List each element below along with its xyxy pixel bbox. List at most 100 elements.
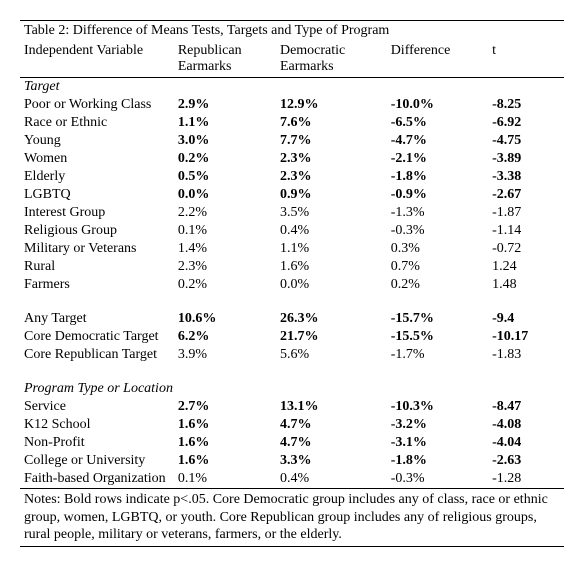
cell-rep: 1.4%	[174, 240, 276, 258]
row-label: Race or Ethnic	[20, 114, 174, 132]
table-row: Service 2.7% 13.1% -10.3% -8.47	[20, 398, 564, 416]
cell-dem: 0.9%	[276, 186, 387, 204]
cell-dem: 0.0%	[276, 276, 387, 294]
cell-dem: 3.3%	[276, 452, 387, 470]
cell-rep: 2.2%	[174, 204, 276, 222]
cell-t: -1.87	[488, 204, 564, 222]
cell-t: -8.47	[488, 398, 564, 416]
cell-diff: -2.1%	[387, 150, 488, 168]
row-label: College or University	[20, 452, 174, 470]
cell-diff: -3.1%	[387, 434, 488, 452]
row-label: Women	[20, 150, 174, 168]
section-target: Target	[20, 78, 564, 97]
cell-t: -1.14	[488, 222, 564, 240]
table-row: Interest Group 2.2% 3.5% -1.3% -1.87	[20, 204, 564, 222]
cell-diff: 0.3%	[387, 240, 488, 258]
row-label: Any Target	[20, 310, 174, 328]
cell-diff: -0.3%	[387, 470, 488, 489]
header-rep: Republican Earmarks	[174, 41, 276, 78]
cell-rep: 0.2%	[174, 150, 276, 168]
cell-diff: -1.3%	[387, 204, 488, 222]
cell-diff: -0.3%	[387, 222, 488, 240]
cell-diff: 0.2%	[387, 276, 488, 294]
cell-dem: 0.4%	[276, 470, 387, 489]
cell-rep: 2.9%	[174, 96, 276, 114]
cell-t: -2.67	[488, 186, 564, 204]
cell-rep: 2.7%	[174, 398, 276, 416]
cell-rep: 6.2%	[174, 328, 276, 346]
cell-dem: 2.3%	[276, 168, 387, 186]
cell-dem: 1.1%	[276, 240, 387, 258]
row-label: Non-Profit	[20, 434, 174, 452]
cell-rep: 0.0%	[174, 186, 276, 204]
cell-diff: -0.9%	[387, 186, 488, 204]
cell-t: -4.08	[488, 416, 564, 434]
header-t: t	[488, 41, 564, 78]
cell-t: -0.72	[488, 240, 564, 258]
row-label: Elderly	[20, 168, 174, 186]
cell-diff: -1.8%	[387, 168, 488, 186]
cell-dem: 2.3%	[276, 150, 387, 168]
table-notes: Notes: Bold rows indicate p<.05. Core De…	[20, 489, 564, 547]
cell-dem: 1.6%	[276, 258, 387, 276]
table-row: Elderly 0.5% 2.3% -1.8% -3.38	[20, 168, 564, 186]
cell-diff: 0.7%	[387, 258, 488, 276]
table-title: Table 2: Difference of Means Tests, Targ…	[20, 21, 564, 42]
cell-dem: 13.1%	[276, 398, 387, 416]
cell-t: -10.17	[488, 328, 564, 346]
row-label: Young	[20, 132, 174, 150]
table-row: College or University 1.6% 3.3% -1.8% -2…	[20, 452, 564, 470]
cell-dem: 4.7%	[276, 416, 387, 434]
cell-diff: -3.2%	[387, 416, 488, 434]
means-table: Table 2: Difference of Means Tests, Targ…	[20, 20, 564, 547]
cell-t: -1.28	[488, 470, 564, 489]
cell-dem: 3.5%	[276, 204, 387, 222]
table-row: Young 3.0% 7.7% -4.7% -4.75	[20, 132, 564, 150]
cell-diff: -6.5%	[387, 114, 488, 132]
cell-rep: 1.1%	[174, 114, 276, 132]
row-label: Poor or Working Class	[20, 96, 174, 114]
row-label: Farmers	[20, 276, 174, 294]
cell-dem: 5.6%	[276, 346, 387, 364]
row-label: Rural	[20, 258, 174, 276]
cell-rep: 0.1%	[174, 470, 276, 489]
cell-dem: 21.7%	[276, 328, 387, 346]
cell-diff: -10.0%	[387, 96, 488, 114]
header-diff: Difference	[387, 41, 488, 78]
cell-t: -3.38	[488, 168, 564, 186]
cell-dem: 4.7%	[276, 434, 387, 452]
row-label: Military or Veterans	[20, 240, 174, 258]
table-row: Rural 2.3% 1.6% 0.7% 1.24	[20, 258, 564, 276]
row-label: LGBTQ	[20, 186, 174, 204]
cell-t: 1.24	[488, 258, 564, 276]
cell-diff: -1.8%	[387, 452, 488, 470]
cell-rep: 10.6%	[174, 310, 276, 328]
table-row: LGBTQ 0.0% 0.9% -0.9% -2.67	[20, 186, 564, 204]
cell-diff: -15.5%	[387, 328, 488, 346]
cell-rep: 3.9%	[174, 346, 276, 364]
cell-diff: -15.7%	[387, 310, 488, 328]
cell-dem: 12.9%	[276, 96, 387, 114]
cell-t: 1.48	[488, 276, 564, 294]
table-row: Women 0.2% 2.3% -2.1% -3.89	[20, 150, 564, 168]
table-row: Race or Ethnic 1.1% 7.6% -6.5% -6.92	[20, 114, 564, 132]
cell-diff: -1.7%	[387, 346, 488, 364]
cell-rep: 0.5%	[174, 168, 276, 186]
section-program: Program Type or Location	[20, 380, 564, 398]
row-label: Interest Group	[20, 204, 174, 222]
table-row: Any Target 10.6% 26.3% -15.7% -9.4	[20, 310, 564, 328]
cell-rep: 1.6%	[174, 416, 276, 434]
cell-rep: 2.3%	[174, 258, 276, 276]
table-row: Core Republican Target 3.9% 5.6% -1.7% -…	[20, 346, 564, 364]
cell-t: -4.04	[488, 434, 564, 452]
cell-rep: 0.2%	[174, 276, 276, 294]
cell-dem: 26.3%	[276, 310, 387, 328]
cell-dem: 7.7%	[276, 132, 387, 150]
table-row: Poor or Working Class 2.9% 12.9% -10.0% …	[20, 96, 564, 114]
cell-dem: 0.4%	[276, 222, 387, 240]
row-label: Faith-based Organization	[20, 470, 174, 489]
row-label: Service	[20, 398, 174, 416]
table-row: Farmers 0.2% 0.0% 0.2% 1.48	[20, 276, 564, 294]
cell-rep: 1.6%	[174, 452, 276, 470]
cell-t: -8.25	[488, 96, 564, 114]
